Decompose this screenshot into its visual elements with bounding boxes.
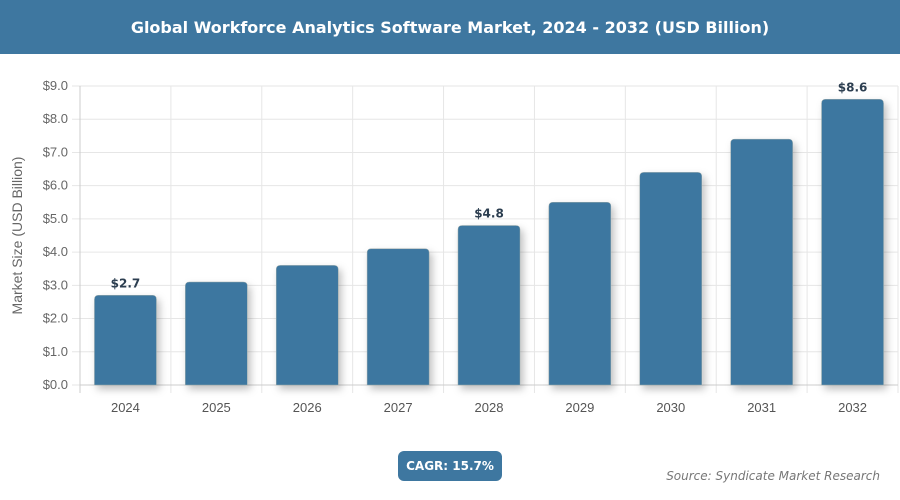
bar-2028 bbox=[457, 225, 521, 386]
y-tick-label: $4.0 bbox=[43, 244, 68, 259]
bar-2029 bbox=[548, 202, 612, 386]
bar-2026 bbox=[275, 265, 339, 386]
chart-title: Global Workforce Analytics Software Mark… bbox=[0, 0, 900, 54]
x-tick-label: 2029 bbox=[565, 400, 594, 415]
y-tick-label: $2.0 bbox=[43, 311, 68, 326]
x-tick-label: 2026 bbox=[293, 400, 322, 415]
bar-chart: $0.0 $1.0 $2.0 $3.0 $4.0 $5.0 $6.0 $7.0 $8.0 $9.0… bbox=[9, 78, 899, 415]
data-label: $2.7 bbox=[111, 276, 141, 290]
data-label: $4.8 bbox=[474, 207, 504, 221]
bar-2027 bbox=[366, 248, 430, 386]
y-tick-label: $1.0 bbox=[43, 344, 68, 359]
y-tick-label: $8.0 bbox=[43, 111, 68, 126]
y-axis-title: Market Size (USD Billion) bbox=[9, 157, 25, 315]
x-tick-label: 2032 bbox=[838, 400, 867, 415]
x-tick-label: 2030 bbox=[656, 400, 685, 415]
bar-2031 bbox=[730, 138, 793, 386]
source-note: Source: Syndicate Market Research bbox=[666, 469, 880, 483]
bar-2032 bbox=[821, 99, 884, 386]
cagr-badge: CAGR: 15.7% bbox=[398, 451, 502, 481]
data-label: $8.6 bbox=[838, 80, 868, 94]
y-tick-label: $5.0 bbox=[43, 211, 68, 226]
x-tick-label: 2025 bbox=[202, 400, 231, 415]
x-tick-label: 2031 bbox=[747, 400, 776, 415]
x-tick-label: 2024 bbox=[111, 400, 140, 415]
y-tick-label: $3.0 bbox=[43, 277, 68, 292]
y-tick-label: $0.0 bbox=[43, 377, 68, 392]
bar-2030 bbox=[639, 172, 703, 386]
x-tick-label: 2028 bbox=[475, 400, 504, 415]
bar-2024 bbox=[94, 295, 157, 386]
y-tick-label: $9.0 bbox=[43, 78, 68, 93]
x-tick-label: 2027 bbox=[384, 400, 413, 415]
y-tick-label: $7.0 bbox=[43, 144, 68, 159]
bar-2025 bbox=[185, 281, 248, 386]
y-tick-label: $6.0 bbox=[43, 178, 68, 193]
